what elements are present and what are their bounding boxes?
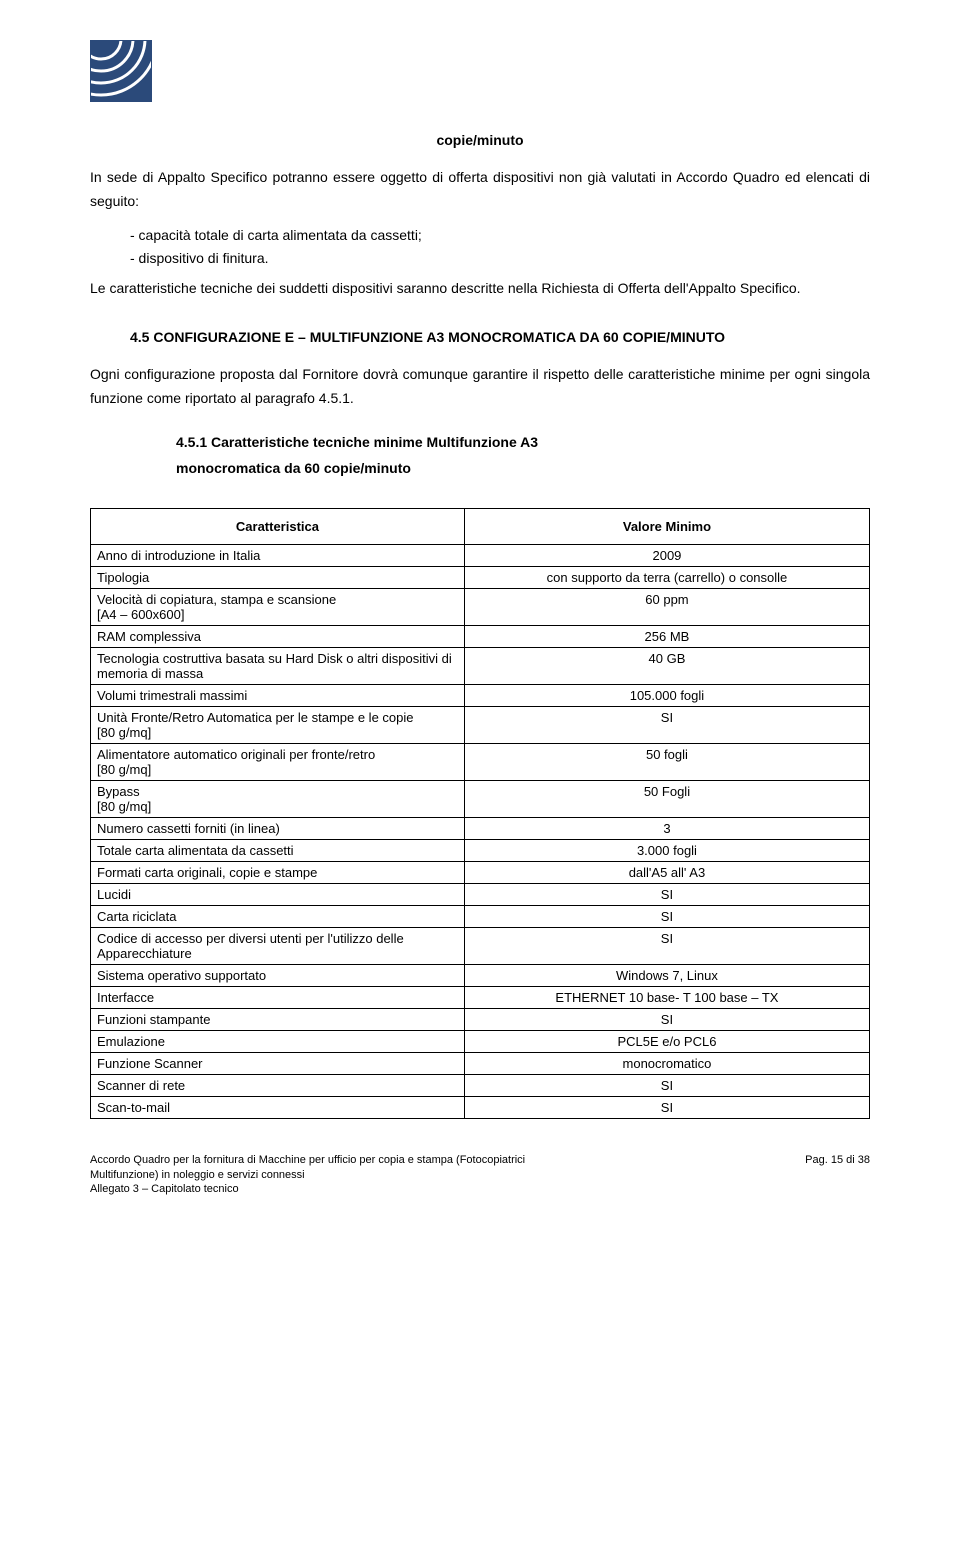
cell-caratteristica: Anno di introduzione in Italia xyxy=(91,544,465,566)
cell-valore: SI xyxy=(464,1096,869,1118)
table-row: RAM complessiva256 MB xyxy=(91,625,870,647)
cell-caratteristica: Funzioni stampante xyxy=(91,1008,465,1030)
cell-valore: PCL5E e/o PCL6 xyxy=(464,1030,869,1052)
cell-caratteristica: Formati carta originali, copie e stampe xyxy=(91,861,465,883)
table-row: Tipologiacon supporto da terra (carrello… xyxy=(91,566,870,588)
section-title: copie/minuto xyxy=(90,132,870,148)
cell-caratteristica: Lucidi xyxy=(91,883,465,905)
table-row: Anno di introduzione in Italia2009 xyxy=(91,544,870,566)
bullet-item: - capacità totale di carta alimentata da… xyxy=(130,224,870,248)
cell-valore: 50 fogli xyxy=(464,743,869,780)
cell-caratteristica: Tipologia xyxy=(91,566,465,588)
spec-table: Caratteristica Valore Minimo Anno di int… xyxy=(90,508,870,1119)
cell-caratteristica: Unità Fronte/Retro Automatica per le sta… xyxy=(91,706,465,743)
table-header-caratteristica: Caratteristica xyxy=(91,508,465,544)
table-row: Tecnologia costruttiva basata su Hard Di… xyxy=(91,647,870,684)
table-row: Scanner di reteSI xyxy=(91,1074,870,1096)
table-row: InterfacceETHERNET 10 base- T 100 base –… xyxy=(91,986,870,1008)
footer-line1-left: Accordo Quadro per la fornitura di Macch… xyxy=(90,1153,525,1168)
heading-4-5-1-line1: 4.5.1 Caratteristiche tecniche minime Mu… xyxy=(176,434,538,450)
footer-line3: Allegato 3 – Capitolato tecnico xyxy=(90,1182,870,1197)
heading-4-5-1-line2: monocromatica da 60 copie/minuto xyxy=(176,460,411,476)
footer-page-number: Pag. 15 di 38 xyxy=(805,1153,870,1168)
table-row: Volumi trimestrali massimi105.000 fogli xyxy=(91,684,870,706)
cell-valore: 40 GB xyxy=(464,647,869,684)
table-row: Numero cassetti forniti (in linea)3 xyxy=(91,817,870,839)
heading-4-5-1: 4.5.1 Caratteristiche tecniche minime Mu… xyxy=(176,429,870,482)
table-row: Carta riciclataSI xyxy=(91,905,870,927)
cell-valore: 105.000 fogli xyxy=(464,684,869,706)
cell-caratteristica: Totale carta alimentata da cassetti xyxy=(91,839,465,861)
cell-caratteristica: Funzione Scanner xyxy=(91,1052,465,1074)
cell-valore: 256 MB xyxy=(464,625,869,647)
table-row: LucidiSI xyxy=(91,883,870,905)
table-row: Scan-to-mailSI xyxy=(91,1096,870,1118)
cell-caratteristica: Tecnologia costruttiva basata su Hard Di… xyxy=(91,647,465,684)
cell-valore: 3.000 fogli xyxy=(464,839,869,861)
cell-valore: 3 xyxy=(464,817,869,839)
cell-caratteristica: Sistema operativo supportato xyxy=(91,964,465,986)
cell-valore: ETHERNET 10 base- T 100 base – TX xyxy=(464,986,869,1008)
table-row: Totale carta alimentata da cassetti3.000… xyxy=(91,839,870,861)
table-row: Unità Fronte/Retro Automatica per le sta… xyxy=(91,706,870,743)
paragraph-config: Ogni configurazione proposta dal Fornito… xyxy=(90,363,870,411)
logo xyxy=(90,40,152,102)
table-row: Funzione Scannermonocromatico xyxy=(91,1052,870,1074)
cell-valore: Windows 7, Linux xyxy=(464,964,869,986)
cell-caratteristica: Volumi trimestrali massimi xyxy=(91,684,465,706)
cell-caratteristica: Codice di accesso per diversi utenti per… xyxy=(91,927,465,964)
table-row: Formati carta originali, copie e stamped… xyxy=(91,861,870,883)
cell-caratteristica: Bypass [80 g/mq] xyxy=(91,780,465,817)
cell-caratteristica: Emulazione xyxy=(91,1030,465,1052)
cell-valore: dall'A5 all' A3 xyxy=(464,861,869,883)
cell-valore: 2009 xyxy=(464,544,869,566)
page-footer: Accordo Quadro per la fornitura di Macch… xyxy=(90,1153,870,1198)
cell-caratteristica: Interfacce xyxy=(91,986,465,1008)
table-row: Alimentatore automatico originali per fr… xyxy=(91,743,870,780)
cell-valore: SI xyxy=(464,905,869,927)
bullet-list: - capacità totale di carta alimentata da… xyxy=(130,224,870,272)
paragraph-note: Le caratteristiche tecniche dei suddetti… xyxy=(90,277,870,301)
cell-caratteristica: Velocità di copiatura, stampa e scansion… xyxy=(91,588,465,625)
cell-valore: SI xyxy=(464,927,869,964)
cell-valore: 50 Fogli xyxy=(464,780,869,817)
cell-caratteristica: Numero cassetti forniti (in linea) xyxy=(91,817,465,839)
cell-caratteristica: Scan-to-mail xyxy=(91,1096,465,1118)
table-row: Sistema operativo supportatoWindows 7, L… xyxy=(91,964,870,986)
cell-valore: monocromatico xyxy=(464,1052,869,1074)
bullet-item: - dispositivo di finitura. xyxy=(130,247,870,271)
cell-valore: SI xyxy=(464,706,869,743)
table-row: EmulazionePCL5E e/o PCL6 xyxy=(91,1030,870,1052)
cell-valore: 60 ppm xyxy=(464,588,869,625)
cell-valore: SI xyxy=(464,1008,869,1030)
paragraph-intro: In sede di Appalto Specifico potranno es… xyxy=(90,166,870,214)
table-row: Velocità di copiatura, stampa e scansion… xyxy=(91,588,870,625)
table-header-valore: Valore Minimo xyxy=(464,508,869,544)
cell-caratteristica: Carta riciclata xyxy=(91,905,465,927)
cell-caratteristica: Scanner di rete xyxy=(91,1074,465,1096)
cell-valore: SI xyxy=(464,883,869,905)
cell-valore: SI xyxy=(464,1074,869,1096)
cell-valore: con supporto da terra (carrello) o conso… xyxy=(464,566,869,588)
table-row: Bypass [80 g/mq]50 Fogli xyxy=(91,780,870,817)
table-row: Funzioni stampanteSI xyxy=(91,1008,870,1030)
footer-line2: Multifunzione) in noleggio e servizi con… xyxy=(90,1168,870,1183)
table-row: Codice di accesso per diversi utenti per… xyxy=(91,927,870,964)
heading-4-5: 4.5 CONFIGURAZIONE E – MULTIFUNZIONE A3 … xyxy=(130,329,870,345)
cell-caratteristica: RAM complessiva xyxy=(91,625,465,647)
cell-caratteristica: Alimentatore automatico originali per fr… xyxy=(91,743,465,780)
